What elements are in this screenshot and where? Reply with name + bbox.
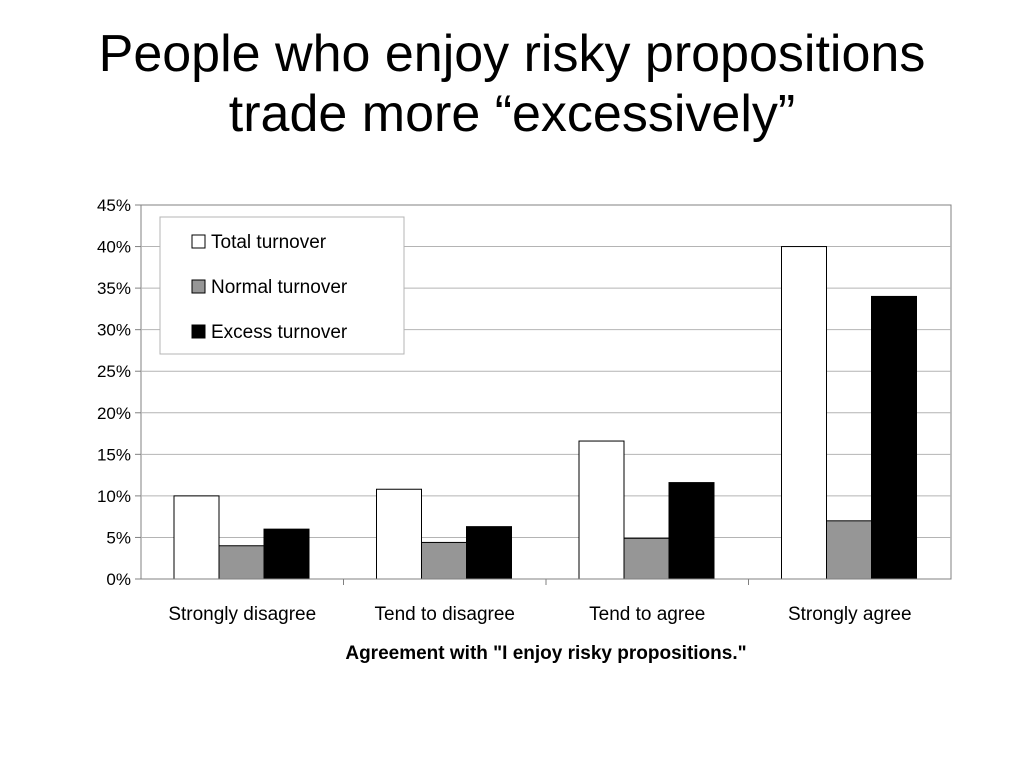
x-tick-label: Tend to agree <box>589 604 705 625</box>
y-tick-label: 10% <box>97 487 131 506</box>
y-tick-label: 15% <box>97 445 131 464</box>
bar-normal-turnover <box>623 537 670 580</box>
x-tick-label: Tend to disagree <box>375 604 516 625</box>
y-tick-label: 25% <box>97 362 131 381</box>
bar-normal-turnover <box>421 541 467 580</box>
bar-normal-turnover <box>826 520 872 580</box>
legend-swatch <box>191 279 206 294</box>
legend-label: Excess turnover <box>211 322 348 343</box>
bar-total-turnover <box>173 495 220 580</box>
bar-total-turnover <box>376 488 422 580</box>
bar-excess-turnover <box>668 482 715 580</box>
y-tick-label: 40% <box>97 238 131 257</box>
y-tick-label: 45% <box>97 196 131 215</box>
bar-total-turnover <box>781 246 827 580</box>
legend-swatch <box>191 234 206 249</box>
legend-swatch <box>191 324 206 339</box>
y-tick-label: 20% <box>97 404 131 423</box>
x-tick-label: Strongly agree <box>788 604 912 625</box>
bar-excess-turnover <box>263 528 310 580</box>
bar-normal-turnover <box>218 545 265 580</box>
bar-total-turnover <box>578 440 625 580</box>
y-tick-label: 30% <box>97 321 131 340</box>
x-tick-label: Strongly disagree <box>168 604 316 625</box>
slide-title-line-1: People who enjoy risky propositions <box>98 25 926 83</box>
slide-title-line-2: trade more “excessively” <box>228 85 796 143</box>
y-tick-label: 0% <box>106 570 131 589</box>
y-tick-label: 5% <box>106 528 131 547</box>
legend-label: Normal turnover <box>211 277 348 298</box>
bars <box>173 246 917 580</box>
legend-label: Total turnover <box>211 232 327 253</box>
bar-excess-turnover <box>466 526 512 580</box>
slide-title: People who enjoy risky propositions trad… <box>0 24 1024 144</box>
x-axis-label: Agreement with "I enjoy risky propositio… <box>345 643 746 664</box>
y-tick-label: 35% <box>97 279 131 298</box>
axes: 0% 5% 10% 15% 20% 25% 30% 35% 40% 45% Strongly dis… <box>97 196 951 625</box>
bar-excess-turnover <box>871 295 917 580</box>
legend: Total turnover Normal turnover Excess turn… <box>159 216 405 355</box>
